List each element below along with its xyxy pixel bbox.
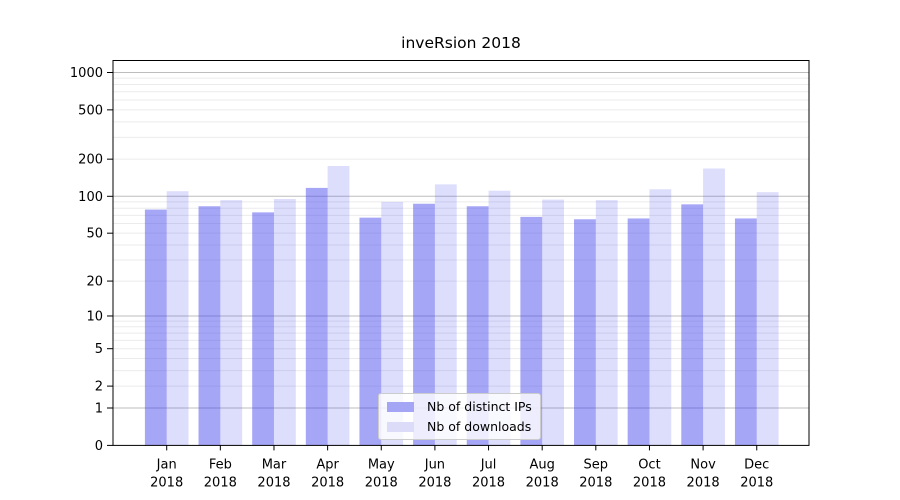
- legend-item-distinct-ips: Nb of distinct IPs: [387, 399, 532, 414]
- legend: Nb of distinct IPs Nb of downloads: [378, 393, 541, 440]
- x-tick-label-month: Nov: [690, 458, 716, 473]
- x-tick-label-year: 2018: [257, 476, 290, 491]
- y-tick-label: 500: [78, 103, 103, 118]
- x-tick-label-month: Dec: [744, 458, 769, 473]
- x-tick-label-month: Jun: [424, 458, 445, 473]
- x-tick-label-month: Feb: [209, 458, 232, 473]
- x-tick-label-year: 2018: [579, 476, 612, 491]
- x-tick-label-month: Oct: [638, 458, 660, 473]
- bar-distinct-ips-jan: [144, 209, 167, 446]
- y-tick-label: 1: [95, 401, 103, 416]
- bar-distinct-ips-feb: [198, 206, 221, 446]
- bar-distinct-ips-jul: [466, 206, 489, 446]
- x-tick-label-year: 2018: [204, 476, 237, 491]
- x-tick-label-month: Mar: [262, 458, 287, 473]
- x-tick-label-month: Apr: [316, 458, 339, 473]
- y-tick-label: 0: [95, 439, 103, 454]
- x-tick-label-year: 2018: [365, 476, 398, 491]
- bar-distinct-ips-apr: [305, 187, 328, 446]
- x-tick-label-month: Sep: [584, 458, 609, 473]
- x-tick-label-year: 2018: [526, 476, 559, 491]
- bar-distinct-ips-jun: [413, 203, 435, 446]
- y-tick-label: 1000: [70, 66, 103, 81]
- y-tick-label: 50: [86, 227, 103, 242]
- legend-swatch-downloads: [387, 421, 414, 432]
- x-tick-label-year: 2018: [633, 476, 666, 491]
- y-tick-label: 20: [86, 275, 103, 290]
- bar-downloads-nov: [703, 168, 725, 446]
- x-tick-label-year: 2018: [687, 476, 720, 491]
- bar-distinct-ips-sep: [574, 219, 596, 446]
- bar-downloads-jun: [434, 184, 457, 446]
- legend-label-distinct-ips: Nb of distinct IPs: [427, 399, 532, 414]
- y-tick-label: 2: [95, 380, 103, 395]
- x-tick-label-year: 2018: [472, 476, 505, 491]
- x-tick-label-year: 2018: [311, 476, 344, 491]
- legend-swatch-distinct-ips: [387, 401, 414, 412]
- x-tick-label-month: Jul: [480, 458, 497, 473]
- plot-border: [112, 60, 810, 446]
- bar-downloads-sep: [595, 200, 618, 446]
- x-tick-label-year: 2018: [150, 476, 183, 491]
- bar-downloads-may: [381, 201, 404, 446]
- bar-downloads-jan: [166, 191, 189, 446]
- bar-distinct-ips-nov: [681, 204, 704, 446]
- legend-label-downloads: Nb of downloads: [427, 419, 532, 434]
- x-tick-label-month: Jan: [156, 458, 177, 473]
- bar-downloads-oct: [649, 189, 672, 446]
- bar-downloads-feb: [220, 200, 243, 446]
- bar-distinct-ips-dec: [734, 218, 757, 446]
- y-tick-label: 200: [78, 153, 103, 168]
- bar-downloads-aug: [542, 199, 564, 446]
- bar-distinct-ips-aug: [520, 216, 543, 446]
- y-tick-label: 10: [86, 309, 103, 324]
- legend-item-downloads: Nb of downloads: [387, 419, 532, 434]
- x-tick-label-month: May: [368, 458, 395, 473]
- bar-downloads-apr: [327, 166, 350, 446]
- bar-distinct-ips-may: [359, 217, 382, 446]
- bar-downloads-mar: [273, 199, 296, 446]
- bar-distinct-ips-oct: [627, 218, 650, 446]
- bar-downloads-jul: [488, 190, 511, 446]
- x-tick-label-year: 2018: [740, 476, 773, 491]
- x-tick-label-month: Aug: [529, 458, 554, 473]
- bar-downloads-dec: [756, 192, 779, 446]
- bar-distinct-ips-mar: [252, 212, 274, 446]
- y-tick-label: 5: [95, 342, 103, 357]
- y-tick-label: 100: [78, 190, 103, 205]
- x-tick-label-year: 2018: [418, 476, 451, 491]
- chart-title: inveRsion 2018: [401, 34, 521, 52]
